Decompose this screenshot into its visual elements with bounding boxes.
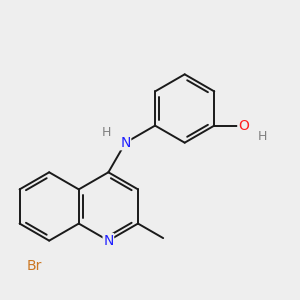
Text: H: H xyxy=(102,126,111,139)
Text: O: O xyxy=(238,118,249,133)
Text: H: H xyxy=(258,130,267,143)
Text: Br: Br xyxy=(27,259,42,273)
Text: N: N xyxy=(103,234,114,248)
Text: N: N xyxy=(120,136,131,150)
